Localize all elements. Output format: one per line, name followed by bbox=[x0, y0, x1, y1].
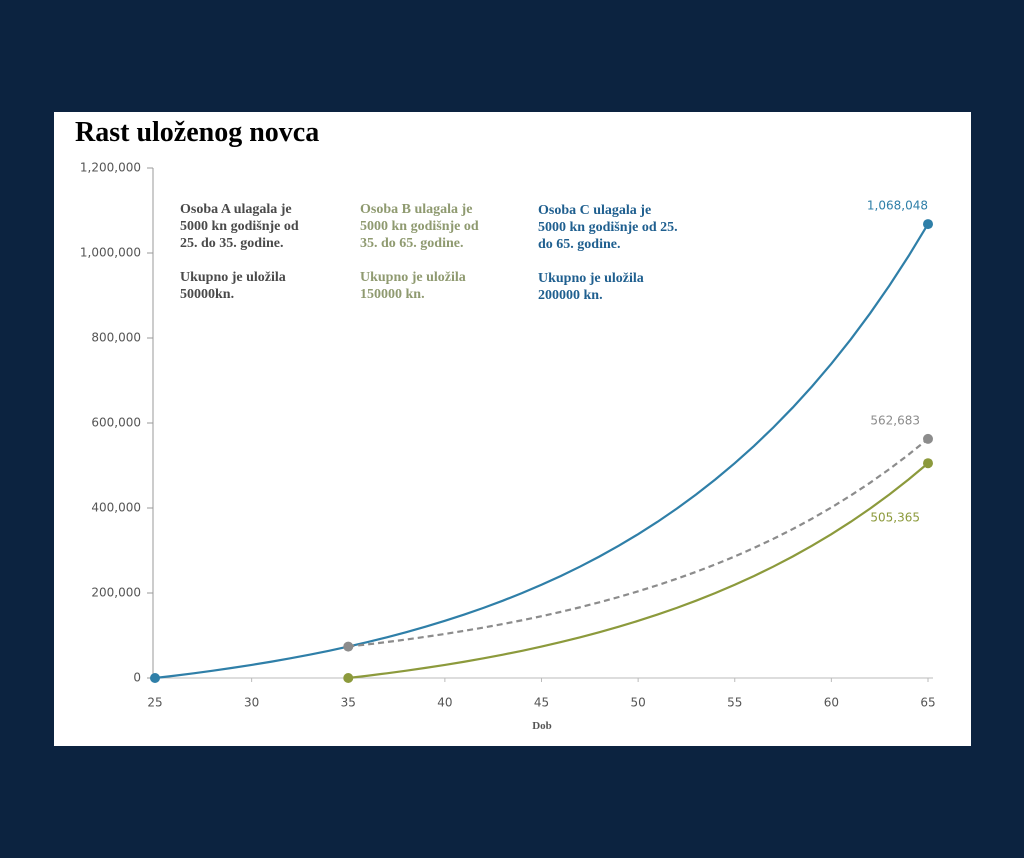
point bbox=[923, 433, 933, 444]
annotation-line: 200000 kn. bbox=[538, 288, 603, 303]
series-line bbox=[154, 223, 929, 680]
annotation-line: 5000 kn godišnje od bbox=[360, 219, 479, 234]
annotation-line: Osoba A ulagala je bbox=[180, 202, 292, 217]
annotation-line: Ukupno je uložila bbox=[538, 271, 644, 286]
annotation-line: 5000 kn godišnje od bbox=[180, 219, 299, 234]
annotation-line: 150000 kn. bbox=[360, 287, 425, 302]
y-tick-label: 1,000,000 bbox=[80, 246, 141, 260]
x-tick-label: 45 bbox=[534, 696, 549, 710]
point bbox=[343, 641, 354, 652]
annotation-line: 25. do 35. godine. bbox=[180, 236, 283, 251]
y-tick-label: 1,200,000 bbox=[80, 161, 141, 175]
value-label: 1,068,048 bbox=[867, 199, 928, 213]
annotation-line: Ukupno je uložila bbox=[360, 270, 466, 285]
y-tick-label: 600,000 bbox=[91, 416, 141, 430]
x-tick-label: 60 bbox=[824, 696, 839, 710]
annotation: Osoba A ulagala je 5000 kn godišnje od 25.… bbox=[180, 202, 299, 302]
chart-title: Rast uloženog novca bbox=[75, 117, 319, 148]
point bbox=[923, 458, 933, 469]
value-label: 505,365 bbox=[870, 511, 920, 525]
annotation: Osoba C ulagala je 5000 kn godišnje od 25… bbox=[538, 203, 678, 303]
point bbox=[343, 673, 354, 683]
point bbox=[923, 219, 933, 230]
y-tick-label: 0 bbox=[133, 671, 141, 685]
y-tick-label: 200,000 bbox=[91, 586, 141, 600]
annotation-line: Osoba C ulagala je bbox=[538, 203, 651, 218]
annotation: Osoba B ulagala je 5000 kn godišnje od 35.… bbox=[360, 202, 479, 302]
x-axis-label: Dob bbox=[532, 720, 552, 732]
annotation-line: 50000kn. bbox=[180, 287, 234, 302]
y-tick-label: 800,000 bbox=[91, 331, 141, 345]
x-tick-label: 30 bbox=[244, 696, 259, 710]
annotation-line: 35. do 65. godine. bbox=[360, 236, 463, 251]
y-tick-label: 400,000 bbox=[91, 501, 141, 515]
annotation-line: Osoba B ulagala je bbox=[360, 202, 472, 217]
x-tick-label: 25 bbox=[147, 696, 162, 710]
point bbox=[150, 673, 160, 683]
annotation-line: do 65. godine. bbox=[538, 237, 620, 252]
annotation-line: Ukupno je uložila bbox=[180, 270, 286, 285]
value-label: 562,683 bbox=[870, 413, 920, 427]
x-tick-label: 65 bbox=[920, 696, 935, 710]
x-tick-label: 50 bbox=[630, 696, 645, 710]
series-line bbox=[348, 462, 929, 680]
x-tick-label: 35 bbox=[341, 696, 356, 710]
panel bbox=[54, 112, 971, 746]
x-tick-label: 55 bbox=[727, 696, 742, 710]
series-line bbox=[348, 438, 929, 648]
annotation-line: 5000 kn godišnje od 25. bbox=[538, 220, 678, 235]
x-tick-label: 40 bbox=[437, 696, 452, 710]
